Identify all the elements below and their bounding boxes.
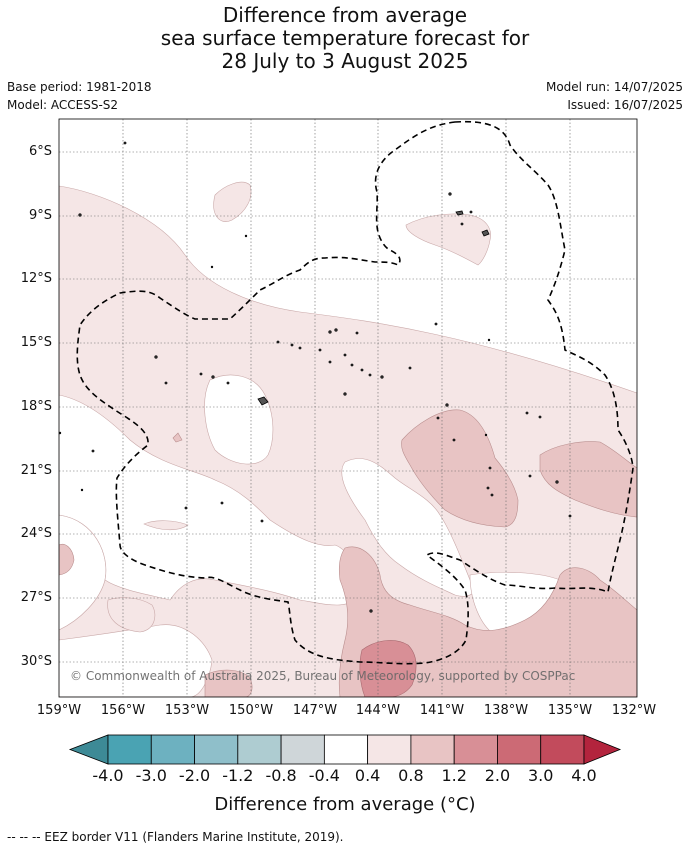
colorbar-cell: [497, 734, 542, 765]
copyright-notice: © Commonwealth of Australia 2025, Bureau…: [70, 669, 576, 683]
lat-label-24s: 24°S: [20, 526, 52, 541]
colorbar-tick-label: -0.8: [265, 766, 297, 785]
colorbar-tick-label: 0.8: [398, 766, 424, 785]
title-line-2: sea surface temperature forecast for: [160, 26, 530, 50]
colorbar-cell: [453, 734, 498, 765]
colorbar-cell: [107, 734, 152, 765]
anomaly-patch-west: [143, 520, 189, 531]
lon-label-138w: 138°W: [483, 703, 529, 718]
colorbar-extend-high: [583, 734, 622, 765]
colorbar-tick-label: -0.4: [308, 766, 340, 785]
lon-label-159w: 159°W: [36, 703, 82, 718]
colorbar-tick-label: 4.0: [571, 766, 597, 785]
colorbar-cell: [237, 734, 282, 765]
near-average-region-4: [59, 624, 213, 697]
island-tahiti: [257, 396, 269, 406]
islands: [59, 141, 572, 613]
colorbar-tick-label: -3.0: [135, 766, 167, 785]
colorbar: [68, 734, 622, 765]
lon-label-156w: 156°W: [100, 703, 146, 718]
lon-label-135w: 135°W: [547, 703, 593, 718]
near-average-region-2: [204, 374, 274, 465]
anomaly-region-medium-5: [59, 543, 75, 576]
lon-label-150w: 150°W: [228, 703, 274, 718]
lat-label-6s: 6°S: [28, 144, 52, 159]
colorbar-cell: [280, 734, 325, 765]
lat-label-9s: 9°S: [28, 208, 52, 223]
island-marquesas-2: [481, 229, 490, 237]
issued-date: Issued: 16/07/2025: [567, 98, 683, 112]
colorbar-cell: [540, 734, 585, 765]
anomaly-region-strong: [359, 640, 417, 697]
lat-label-27s: 27°S: [20, 590, 52, 605]
colorbar-tick-label: 0.4: [354, 766, 381, 785]
eez-footnote: -- -- -- EEZ border V11 (Flanders Marine…: [7, 830, 344, 844]
lon-label-144w: 144°W: [355, 703, 401, 718]
lat-label-21s: 21°S: [20, 463, 52, 478]
lon-label-153w: 153°W: [164, 703, 210, 718]
title-line-3: 28 July to 3 August 2025: [221, 49, 469, 73]
lon-label-147w: 147°W: [292, 703, 338, 718]
colorbar-cell: [323, 734, 369, 765]
anomaly-patch-small: [172, 432, 183, 443]
lat-label-18s: 18°S: [20, 399, 52, 414]
lat-label-12s: 12°S: [20, 271, 52, 286]
meta-left: Base period: 1981-2018 Model: ACCESS-S2: [7, 78, 152, 114]
lon-label-141w: 141°W: [419, 703, 465, 718]
colorbar-tick-label: -4.0: [92, 766, 124, 785]
lat-label-15s: 15°S: [20, 335, 52, 350]
colorbar-extend-low: [68, 734, 109, 765]
island-marquesas-1: [455, 210, 464, 216]
colorbar-cells: [68, 734, 622, 765]
colorbar-tick-label: 3.0: [527, 766, 554, 785]
colorbar-cell: [150, 734, 195, 765]
title-line-1: Difference from average: [222, 3, 468, 27]
colorbar-title: Difference from average (°C): [214, 794, 476, 815]
chart-title: Difference from average sea surface temp…: [0, 4, 690, 73]
model-name: Model: ACCESS-S2: [7, 98, 119, 112]
colorbar-cell: [194, 734, 239, 765]
lon-label-132w: 132°W: [611, 703, 657, 718]
lat-label-30s: 30°S: [20, 654, 52, 669]
map-frame: [58, 118, 638, 698]
base-period: Base period: 1981-2018: [7, 80, 152, 94]
eez-border: [76, 120, 634, 665]
colorbar-tick-label: 1.2: [441, 766, 467, 785]
colorbar-tick-label: -2.0: [178, 766, 211, 785]
map-area: [59, 119, 637, 697]
anomaly-patch-north-1: [213, 181, 252, 222]
meta-right: Model run: 14/07/2025 Issued: 16/07/2025: [546, 78, 683, 114]
anomaly-region-medium-1: [401, 409, 519, 528]
colorbar-tick-label: 2.0: [484, 766, 511, 785]
colorbar-cell: [410, 734, 455, 765]
colorbar-cell: [367, 734, 412, 765]
colorbar-tick-label: -1.2: [222, 766, 254, 785]
model-run: Model run: 14/07/2025: [545, 80, 683, 94]
